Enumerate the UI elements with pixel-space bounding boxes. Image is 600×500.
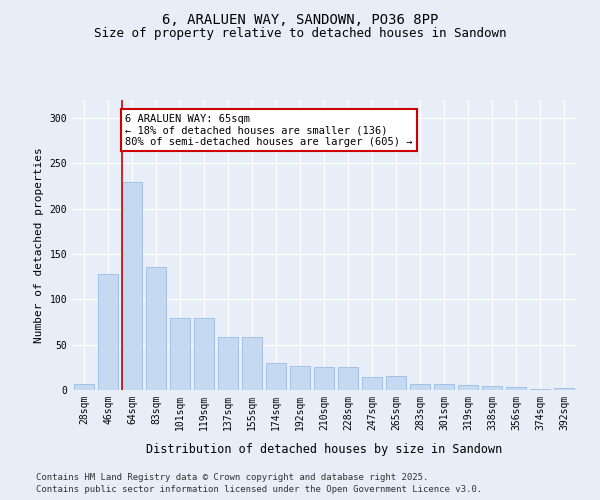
Bar <box>506 388 526 390</box>
Bar <box>218 336 238 390</box>
Bar <box>458 384 478 390</box>
Text: Contains public sector information licensed under the Open Government Licence v3: Contains public sector information licen… <box>36 485 482 494</box>
Bar <box>98 274 118 390</box>
Bar <box>194 318 214 390</box>
Bar <box>386 376 406 390</box>
Text: 6, ARALUEN WAY, SANDOWN, PO36 8PP: 6, ARALUEN WAY, SANDOWN, PO36 8PP <box>162 12 438 26</box>
Y-axis label: Number of detached properties: Number of detached properties <box>34 147 44 343</box>
Bar <box>530 389 550 390</box>
Text: Size of property relative to detached houses in Sandown: Size of property relative to detached ho… <box>94 28 506 40</box>
Bar <box>482 386 502 390</box>
Bar <box>266 363 286 390</box>
Text: Contains HM Land Registry data © Crown copyright and database right 2025.: Contains HM Land Registry data © Crown c… <box>36 472 428 482</box>
Text: Distribution of detached houses by size in Sandown: Distribution of detached houses by size … <box>146 442 502 456</box>
Bar <box>170 318 190 390</box>
Bar <box>74 384 94 390</box>
Bar <box>290 366 310 390</box>
Bar <box>122 182 142 390</box>
Bar <box>434 384 454 390</box>
Bar <box>242 336 262 390</box>
Text: 6 ARALUEN WAY: 65sqm
← 18% of detached houses are smaller (136)
80% of semi-deta: 6 ARALUEN WAY: 65sqm ← 18% of detached h… <box>125 114 413 147</box>
Bar <box>554 388 574 390</box>
Bar <box>146 267 166 390</box>
Bar <box>338 368 358 390</box>
Bar <box>410 384 430 390</box>
Bar <box>362 378 382 390</box>
Bar <box>314 368 334 390</box>
